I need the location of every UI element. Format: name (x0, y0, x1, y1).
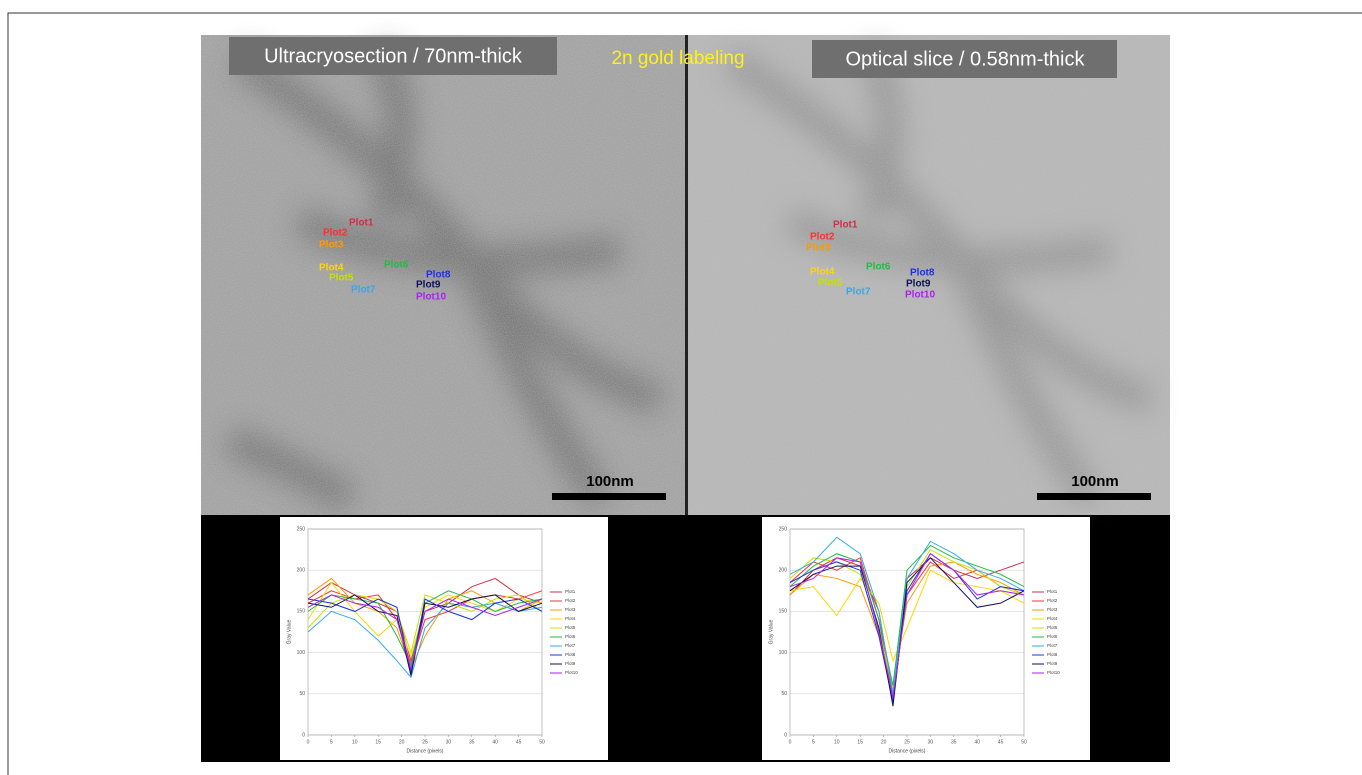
image-plot-label: Plot2 (810, 232, 835, 243)
x-tick-label: 10 (352, 739, 358, 745)
scale-bar (552, 493, 666, 500)
image-plot-label: Plot9 (906, 279, 931, 290)
y-tick-label: 50 (299, 691, 305, 697)
image-plot-label: Plot5 (329, 273, 354, 284)
y-tick-label: 0 (302, 732, 305, 738)
y-tick-label: 150 (297, 609, 306, 615)
scale-bar-label: 100nm (1071, 473, 1119, 490)
x-tick-label: 40 (492, 739, 498, 745)
x-tick-label: 30 (446, 739, 452, 745)
image-plot-label: Plot1 (833, 220, 858, 231)
legend-label: Plot4 (1047, 616, 1058, 621)
image-plot-label: Plot9 (416, 280, 441, 291)
image-plot-label: Plot3 (806, 243, 831, 254)
x-tick-label: 50 (1021, 739, 1027, 745)
image-plot-label: Plot4 (810, 267, 835, 278)
y-axis-label: Gray Value (768, 619, 774, 644)
image-plot-label: Plot3 (319, 240, 344, 251)
x-axis-label: Distance (pixels) (889, 748, 926, 754)
legend-label: Plot4 (565, 616, 576, 621)
x-tick-label: 20 (881, 739, 887, 745)
x-tick-label: 15 (857, 739, 863, 745)
x-tick-label: 35 (469, 739, 475, 745)
legend-label: Plot3 (1047, 607, 1058, 612)
legend-label: Plot7 (565, 643, 576, 648)
x-tick-label: 10 (834, 739, 840, 745)
x-tick-label: 0 (307, 739, 310, 745)
legend-label: Plot7 (1047, 643, 1058, 648)
y-tick-label: 250 (297, 526, 306, 532)
legend-label: Plot9 (565, 661, 576, 666)
x-tick-label: 25 (904, 739, 910, 745)
x-tick-label: 30 (928, 739, 934, 745)
x-tick-label: 35 (951, 739, 957, 745)
legend-label: Plot3 (565, 607, 576, 612)
image-plot-label: Plot6 (866, 262, 891, 273)
legend-label: Plot6 (1047, 634, 1058, 639)
x-axis-label: Distance (pixels) (407, 748, 444, 754)
y-tick-label: 100 (297, 650, 306, 656)
chart-box (280, 517, 608, 760)
legend-label: Plot5 (565, 625, 576, 630)
legend-label: Plot2 (1047, 598, 1058, 603)
x-tick-label: 5 (812, 739, 815, 745)
legend-label: Plot6 (565, 634, 576, 639)
x-tick-label: 45 (516, 739, 522, 745)
chart-box (762, 517, 1090, 760)
image-plot-label: Plot6 (384, 260, 409, 271)
x-tick-label: 25 (422, 739, 428, 745)
y-tick-label: 200 (297, 568, 306, 574)
legend-label: Plot5 (1047, 625, 1058, 630)
page: {"header": {"left_title": "Ultracryosect… (0, 0, 1362, 775)
divider (685, 35, 688, 515)
y-axis-label: Gray Value (286, 619, 292, 644)
legend-label: Plot10 (565, 670, 578, 675)
y-tick-label: 150 (779, 609, 788, 615)
x-tick-label: 5 (330, 739, 333, 745)
x-tick-label: 0 (789, 739, 792, 745)
image-plot-label: Plot8 (910, 268, 935, 279)
image-plot-label: Plot1 (349, 218, 374, 229)
legend-label: Plot1 (565, 589, 576, 594)
x-tick-label: 15 (375, 739, 381, 745)
image-plot-label: Plot2 (323, 228, 348, 239)
scale-bar (1037, 493, 1151, 500)
scale-bar-label: 100nm (586, 473, 634, 490)
y-tick-label: 100 (779, 650, 788, 656)
legend-label: Plot9 (1047, 661, 1058, 666)
y-tick-label: 250 (779, 526, 788, 532)
legend-label: Plot2 (565, 598, 576, 603)
right-title: Optical slice / 0.58nm-thick (846, 48, 1086, 70)
legend-label: Plot8 (1047, 652, 1058, 657)
legend-label: Plot8 (565, 652, 576, 657)
image-plot-label: Plot10 (905, 290, 935, 301)
left-title: Ultracryosection / 70nm-thick (264, 45, 523, 67)
figure: Ultracryosection / 70nm-thick 2n gold la… (0, 0, 1362, 775)
image-plot-label: Plot10 (416, 292, 446, 303)
x-tick-label: 50 (539, 739, 545, 745)
x-tick-label: 40 (974, 739, 980, 745)
image-plot-label: Plot5 (818, 278, 843, 289)
x-tick-label: 20 (399, 739, 405, 745)
y-tick-label: 200 (779, 568, 788, 574)
y-tick-label: 50 (781, 691, 787, 697)
legend-label: Plot10 (1047, 670, 1060, 675)
image-plot-label: Plot7 (846, 287, 871, 298)
y-tick-label: 0 (784, 732, 787, 738)
center-title: 2n gold labeling (611, 48, 744, 69)
x-tick-label: 45 (998, 739, 1004, 745)
image-plot-label: Plot7 (351, 285, 376, 296)
legend-label: Plot1 (1047, 589, 1058, 594)
